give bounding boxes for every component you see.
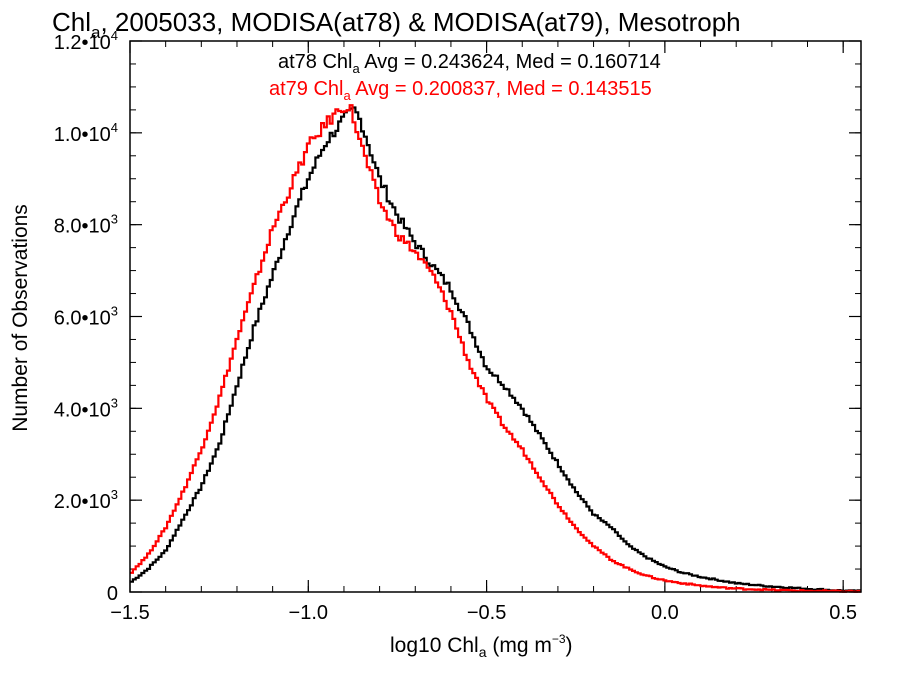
y-tick-label: 1.0•104 bbox=[54, 120, 118, 146]
y-tick-mantissa: 0 bbox=[107, 583, 118, 605]
x-axis-label-main: log10 Chl bbox=[390, 634, 479, 657]
x-axis-label-exp: −3 bbox=[552, 632, 566, 646]
y-tick-label: 4.0•103 bbox=[54, 395, 118, 421]
x-axis-label-units: (mg m bbox=[487, 634, 552, 657]
y-axis-label: Number of Observations bbox=[9, 204, 32, 432]
y-tick-exponent: 4 bbox=[111, 28, 118, 43]
y-tick-mantissa: 1.2•10 bbox=[54, 32, 111, 54]
x-axis-label: log10 Chla (mg m−3) bbox=[390, 632, 573, 660]
y-tick-label: 1.2•104 bbox=[54, 28, 118, 54]
y-tick-label: 0 bbox=[107, 583, 118, 605]
x-tick-label: 0.5 bbox=[829, 602, 857, 624]
x-tick-label: −0.5 bbox=[467, 602, 506, 624]
series-line-at79 bbox=[130, 104, 862, 593]
x-tick-label: 0.0 bbox=[651, 602, 679, 624]
x-axis-label-sub: a bbox=[479, 644, 487, 660]
y-tick-exponent: 4 bbox=[111, 120, 118, 135]
annotation-at79-sub: a bbox=[344, 88, 352, 103]
annotation-at78: at78 Chla Avg = 0.243624, Med = 0.160714 bbox=[278, 51, 661, 76]
y-tick-exponent: 3 bbox=[111, 487, 118, 502]
series-group bbox=[130, 104, 862, 593]
plot-frame bbox=[129, 40, 862, 593]
chart-title: Chla, 2005033, MODISA(at78) & MODISA(at7… bbox=[52, 7, 741, 42]
y-tick-mantissa: 6.0•10 bbox=[54, 308, 111, 330]
y-tick-label: 8.0•103 bbox=[54, 212, 118, 238]
series-line-at78 bbox=[130, 106, 862, 593]
annotation-at79-prefix: at79 Chl bbox=[269, 78, 344, 100]
axis-ticks: −1.5 −1.0 −0.5 0.0 0.502.0•1034.0•1036.0•103… bbox=[54, 28, 861, 624]
annotation-at78-prefix: at78 Chl bbox=[278, 51, 353, 73]
annotation-at78-sub: a bbox=[353, 61, 361, 76]
y-tick-label: 2.0•103 bbox=[54, 487, 118, 513]
annotation-at79: at79 Chla Avg = 0.200837, Med = 0.143515 bbox=[269, 78, 652, 103]
y-tick-exponent: 3 bbox=[111, 304, 118, 319]
y-tick-label: 6.0•103 bbox=[54, 304, 118, 330]
title-main: Chl bbox=[52, 7, 91, 37]
y-tick-mantissa: 4.0•10 bbox=[54, 399, 111, 421]
x-tick-label: −1.5 bbox=[110, 602, 149, 624]
x-tick-label: −1.0 bbox=[289, 602, 328, 624]
y-tick-exponent: 3 bbox=[111, 212, 118, 227]
title-rest: , 2005033, MODISA(at78) & MODISA(at79), … bbox=[100, 7, 740, 37]
y-tick-mantissa: 8.0•10 bbox=[54, 216, 111, 238]
y-tick-mantissa: 2.0•10 bbox=[54, 491, 111, 513]
y-tick-mantissa: 1.0•10 bbox=[54, 124, 111, 146]
title-sub: a bbox=[91, 23, 101, 42]
annotation-at79-rest: Avg = 0.200837, Med = 0.143515 bbox=[351, 78, 652, 100]
annotation-at78-rest: Avg = 0.243624, Med = 0.160714 bbox=[360, 51, 661, 73]
x-axis-label-close: ) bbox=[566, 634, 573, 657]
y-tick-exponent: 3 bbox=[111, 395, 118, 410]
